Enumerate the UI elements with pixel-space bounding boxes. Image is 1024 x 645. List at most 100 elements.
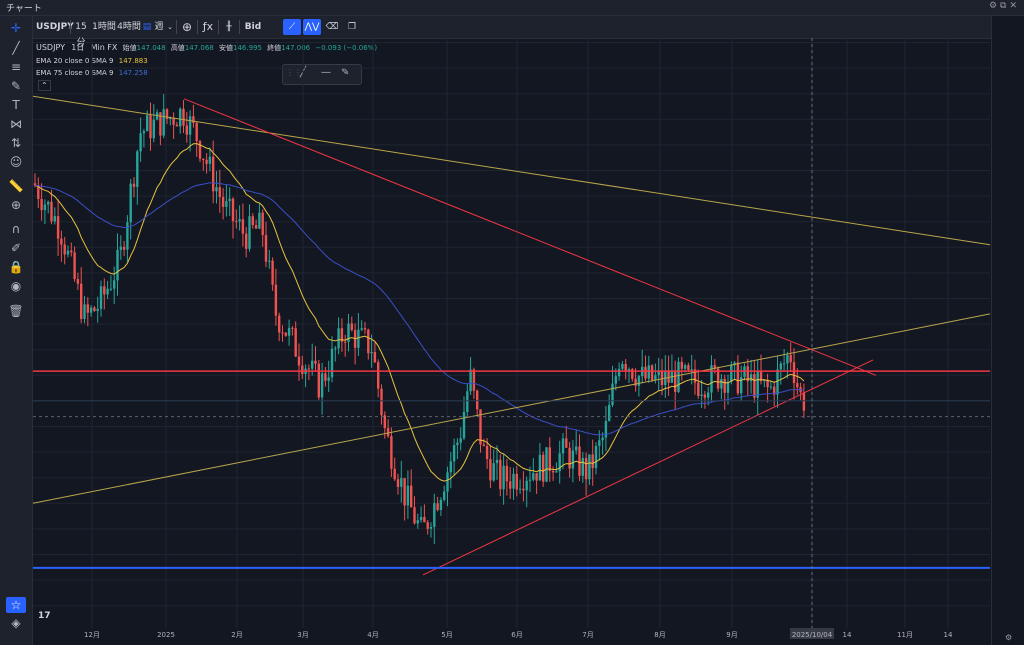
ema75-legend[interactable]: EMA 75 close 0 SMA 9 147.258 — [36, 69, 148, 77]
candle-body — [518, 488, 522, 490]
candle-body — [73, 252, 76, 280]
high-value: 147.068 — [184, 44, 214, 52]
candle-body — [80, 283, 83, 319]
candle-body — [185, 125, 188, 135]
trash-icon[interactable]: 🗑 — [8, 304, 24, 318]
candle-body — [86, 304, 89, 313]
candle-body — [330, 348, 334, 378]
candle-body — [558, 453, 561, 472]
candle-body — [311, 360, 314, 369]
top-toolbar: USDJPY 15分 1時間 4時間 ▤ 週 ⌄ ⊕ ƒx ╫ Bid ⟋ ⋀⋁… — [33, 16, 991, 48]
magnet-icon[interactable]: ∩ — [11, 222, 21, 236]
fib-icon[interactable]: ≡ — [10, 60, 22, 74]
popout-icon[interactable]: ⧉ — [1000, 1, 1010, 11]
crosshair-icon[interactable]: ✛ — [10, 21, 22, 35]
candle-body — [373, 351, 377, 363]
candle-body — [37, 185, 40, 200]
candle-body — [165, 109, 169, 119]
candle-body — [347, 323, 350, 342]
chevron-down-icon[interactable]: ⌄ — [167, 23, 173, 31]
axis-settings-icon[interactable]: ⚙ — [1005, 633, 1013, 642]
interval-1h[interactable]: 1時間 — [92, 22, 116, 32]
candle-body — [221, 196, 225, 207]
indicator-fx-icon[interactable]: ƒx — [202, 20, 214, 33]
candle-body — [317, 363, 320, 398]
candle-body — [258, 212, 261, 229]
time-tick-label: 2月 — [231, 631, 242, 639]
layers-icon[interactable]: ◈ — [11, 616, 21, 630]
zoom-icon[interactable]: ⊕ — [10, 198, 22, 212]
candle-body — [350, 323, 353, 331]
candle-body — [802, 392, 806, 411]
trendline-style-icon[interactable]: ╱ — [300, 67, 307, 78]
candle-body — [132, 183, 136, 187]
candle-body — [116, 249, 119, 281]
candle-body — [657, 370, 660, 376]
ruler-icon[interactable]: 📏 — [8, 179, 24, 193]
price-type-button[interactable]: Bid — [244, 22, 262, 32]
candle-body — [278, 315, 281, 333]
candle-body — [594, 445, 598, 469]
pencil-lock-icon[interactable]: ✐ — [10, 241, 22, 255]
candle-body — [753, 374, 756, 398]
candle-body — [70, 250, 73, 253]
close-icon[interactable]: ✕ — [1009, 1, 1020, 11]
candle-body — [759, 371, 763, 382]
line-chart-icon[interactable]: ⟋ — [283, 19, 301, 35]
star-icon[interactable]: ☆ — [6, 597, 26, 613]
candle-body — [251, 216, 254, 226]
symbol-button[interactable]: USDJPY — [36, 22, 74, 32]
calendar-icon[interactable]: ▤ — [142, 22, 152, 32]
copy-icon[interactable]: ❐ — [347, 22, 357, 32]
line-width-icon[interactable]: — — [321, 67, 331, 78]
candle-body — [248, 216, 251, 249]
candle-body — [47, 201, 50, 205]
candle-body — [796, 383, 799, 388]
candle-body — [522, 488, 525, 491]
time-tick-label: 2025 — [157, 631, 175, 639]
candle-body — [782, 363, 786, 365]
candle-body — [320, 373, 324, 398]
zigzag-icon[interactable]: ⋀⋁ — [303, 19, 321, 35]
high-label: 高値 — [170, 44, 185, 52]
candle-body — [208, 156, 212, 164]
candle-body — [235, 221, 238, 223]
compare-plus-icon[interactable]: ⊕ — [181, 20, 193, 34]
drawing-toolbar: ✛ ╱ ≡ ✎ T ⋈ ⇅ ☺ 📏 ⊕ ∩ ✐ 🔒 ◉ 🗑 ☆ ◈ — [0, 16, 33, 645]
price-scale-panel[interactable] — [991, 16, 1024, 645]
interval-4h[interactable]: 4時間 — [117, 22, 141, 32]
candle-body — [743, 366, 746, 378]
yellow-downtrend-line — [32, 95, 991, 246]
brush-icon[interactable]: ✎ — [10, 79, 22, 93]
period-button[interactable]: 週 — [154, 22, 164, 32]
ema20-legend[interactable]: EMA 20 close 0 SMA 9 147.883 — [36, 57, 148, 65]
emoji-icon[interactable]: ☺ — [9, 155, 23, 169]
candle-body — [188, 116, 192, 135]
text-icon[interactable]: T — [12, 98, 20, 112]
bar-style-icon[interactable]: ╫ — [226, 22, 232, 32]
pattern-icon[interactable]: ⋈ — [10, 117, 22, 131]
candle-body — [136, 151, 139, 187]
close-value: 147.006 — [281, 44, 311, 52]
line-color-icon[interactable]: ✎ — [341, 67, 350, 78]
lock-icon[interactable]: 🔒 — [8, 260, 24, 274]
candle-body — [634, 378, 637, 386]
candle-body — [641, 366, 644, 377]
position-icon[interactable]: ⇅ — [10, 136, 22, 150]
candle-body — [146, 115, 149, 132]
eye-icon[interactable]: ◉ — [10, 279, 22, 293]
candle-body — [677, 361, 680, 392]
candle-body — [109, 288, 113, 290]
interval-15m[interactable]: 15分 — [75, 22, 87, 48]
candle-body — [749, 374, 753, 382]
candle-body — [535, 473, 538, 481]
eraser-icon[interactable]: ⌫ — [325, 22, 339, 32]
trendline-icon[interactable]: ╱ — [12, 41, 20, 55]
collapse-legend-icon[interactable]: ⌃ — [38, 80, 51, 91]
drag-handle-icon[interactable]: ⋮⋮ — [286, 68, 302, 77]
candle-body — [212, 156, 215, 192]
gear-icon[interactable]: ⚙ — [988, 1, 1001, 11]
candle-body — [370, 351, 373, 354]
